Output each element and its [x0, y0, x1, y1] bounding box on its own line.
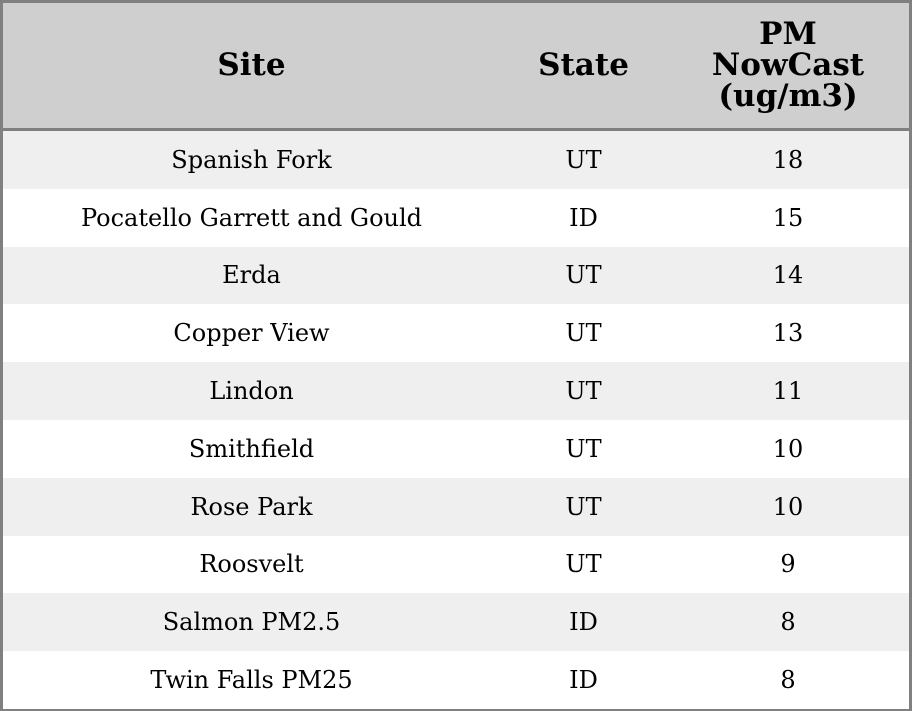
state-cell: UT — [500, 362, 667, 420]
table-row: Lindon UT 11 — [3, 362, 909, 420]
pm-value-cell: 10 — [667, 477, 909, 536]
table-row: Smithfield UT 10 — [3, 419, 909, 478]
header-pm-line2: NowCast — [711, 47, 865, 83]
state-cell: UT — [500, 477, 667, 536]
pm-value-cell: 14 — [667, 246, 909, 305]
site-cell: Roosvelt — [3, 535, 500, 594]
state-cell: UT — [500, 304, 667, 363]
pm-value-cell: 11 — [667, 362, 909, 420]
pm-value-cell: 8 — [667, 651, 909, 709]
site-cell: Salmon PM2.5 — [3, 593, 500, 652]
header-state: State — [500, 3, 667, 131]
state-cell: UT — [500, 535, 667, 594]
table-row: Roosvelt UT 9 — [3, 535, 909, 594]
state-cell: UT — [500, 129, 667, 189]
table-row: Spanish Fork UT 18 — [3, 129, 909, 189]
header-pm-line3: (ug/m3) — [718, 78, 858, 114]
site-cell: Twin Falls PM25 — [3, 651, 500, 709]
site-cell: Copper View — [3, 304, 500, 363]
header-row: Site State PM NowCast (ug/m3) — [3, 3, 909, 131]
state-cell: UT — [500, 419, 667, 478]
pm-value-cell: 15 — [667, 188, 909, 247]
table-row: Rose Park UT 10 — [3, 477, 909, 536]
site-cell: Lindon — [3, 362, 500, 420]
state-cell: ID — [500, 651, 667, 709]
table-row: Pocatello Garrett and Gould ID 15 — [3, 188, 909, 247]
header-pm-nowcast: PM NowCast (ug/m3) — [667, 3, 909, 131]
header-pm-line1: PM — [759, 16, 817, 52]
site-cell: Smithfield — [3, 419, 500, 478]
pm-value-cell: 8 — [667, 593, 909, 652]
site-cell: Pocatello Garrett and Gould — [3, 188, 500, 247]
pm-value-cell: 9 — [667, 535, 909, 594]
state-cell: ID — [500, 593, 667, 652]
pm-value-cell: 13 — [667, 304, 909, 363]
site-cell: Spanish Fork — [3, 129, 500, 189]
table-row: Copper View UT 13 — [3, 304, 909, 363]
pm-value-cell: 18 — [667, 129, 909, 189]
pm-nowcast-table: Site State PM NowCast (ug/m3) Spanish Fo… — [3, 3, 909, 709]
table-row: Salmon PM2.5 ID 8 — [3, 593, 909, 652]
state-cell: ID — [500, 188, 667, 247]
site-cell: Rose Park — [3, 477, 500, 536]
table-row: Twin Falls PM25 ID 8 — [3, 651, 909, 709]
pm-value-cell: 10 — [667, 419, 909, 478]
header-site: Site — [3, 3, 500, 131]
state-cell: UT — [500, 246, 667, 305]
table-row: Erda UT 14 — [3, 246, 909, 305]
site-cell: Erda — [3, 246, 500, 305]
